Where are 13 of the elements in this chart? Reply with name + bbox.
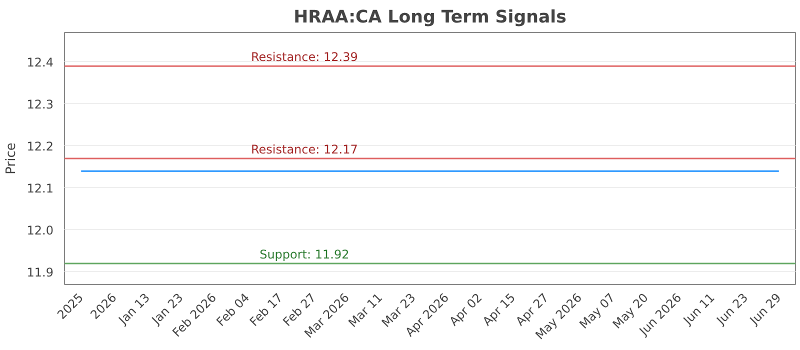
ref-line-label: Support: 11.92 — [260, 248, 350, 262]
chart-title: HRAA:CA Long Term Signals — [294, 8, 566, 28]
y-tick-label: 12.2 — [26, 139, 54, 154]
x-tick-label: Apr 02 — [446, 290, 485, 329]
y-tick-label: 11.9 — [26, 265, 54, 280]
y-tick-label: 12.4 — [26, 55, 54, 70]
y-tick-label: 12.0 — [26, 223, 54, 238]
ref-line-label: Resistance: 12.39 — [250, 50, 358, 64]
y-tick-label: 12.1 — [26, 181, 54, 196]
y-axis-title: Price — [4, 142, 19, 174]
y-tick-label: 12.3 — [26, 97, 54, 112]
ref-line-label: Resistance: 12.17 — [250, 142, 358, 156]
x-tick-label: Jan 13 — [115, 290, 153, 328]
